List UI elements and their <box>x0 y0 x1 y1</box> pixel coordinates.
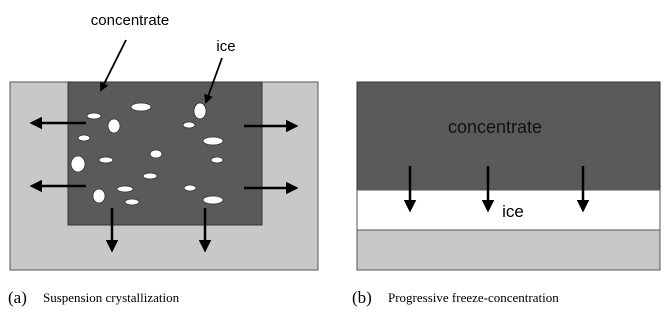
panel-caption: Progressive freeze-concentration <box>388 290 559 305</box>
diagram: concentrate ice (a) Suspension crystalli… <box>0 0 665 316</box>
panel-a: concentrate ice (a) Suspension crystalli… <box>8 12 318 307</box>
panel-caption: Suspension crystallization <box>43 290 180 305</box>
concentrate-label: concentrate <box>448 117 542 137</box>
concentrate-region <box>68 82 262 225</box>
panel-b: concentrate ice (b) Progressive freeze-c… <box>352 82 660 307</box>
base-layer <box>357 230 660 270</box>
ice-label: ice <box>216 38 235 55</box>
ice-label: ice <box>502 202 524 221</box>
concentrate-label: concentrate <box>91 12 169 29</box>
panel-label: (b) <box>352 288 372 307</box>
page: concentrate ice (a) Suspension crystalli… <box>0 0 665 316</box>
panel-label: (a) <box>8 288 27 307</box>
